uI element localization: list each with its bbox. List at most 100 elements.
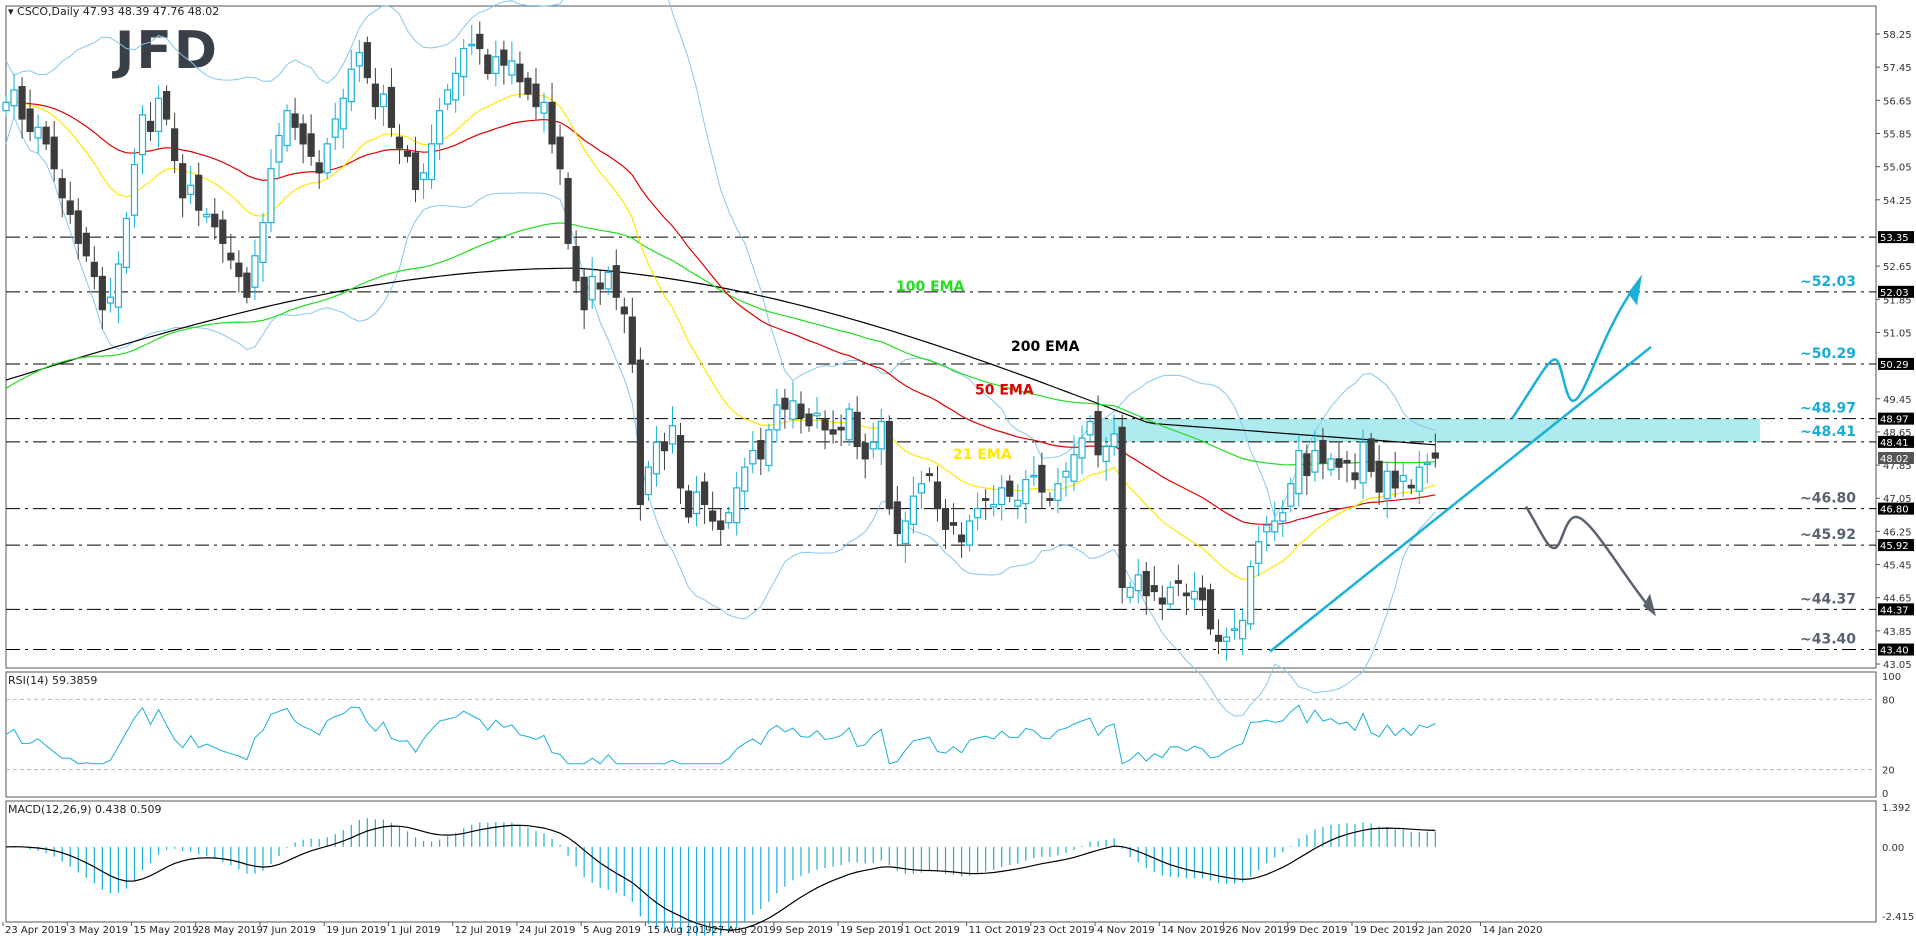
candle: [1086, 420, 1094, 436]
candle: [315, 162, 323, 174]
candle: [195, 174, 203, 211]
candle: [1142, 571, 1150, 597]
candle: [877, 420, 885, 450]
candle: [363, 42, 371, 79]
candle: [580, 276, 588, 311]
candle: [1094, 411, 1102, 456]
macd-histogram: [13, 818, 1436, 936]
candle: [203, 213, 211, 218]
candle: [749, 449, 757, 465]
candle: [532, 83, 540, 108]
candle: [636, 359, 644, 506]
candle: [468, 43, 476, 47]
macd-label: MACD(12,26,9) 0.438 0.509: [8, 803, 162, 816]
price-tick: 58.25: [1883, 30, 1912, 41]
candle: [219, 219, 227, 244]
main-panel: [5, 5, 1877, 669]
candle: [1295, 449, 1303, 495]
candle: [548, 101, 556, 145]
candle: [933, 481, 942, 510]
date-tick: 27 Aug 2019: [712, 925, 776, 936]
candle: [138, 114, 147, 156]
candle: [572, 246, 580, 282]
date-tick: 24 Jul 2019: [519, 925, 576, 936]
rsi-panel: [5, 671, 1877, 798]
candle: [1247, 566, 1255, 625]
jfd-logo: JFD: [112, 21, 217, 81]
candle: [492, 56, 500, 74]
date-tick: 19 Jun 2019: [326, 925, 386, 936]
date-tick: 14 Jan 2020: [1483, 925, 1543, 936]
candle: [1359, 441, 1367, 484]
date-tick: 1 Jul 2019: [390, 925, 440, 936]
candle: [837, 426, 845, 431]
candle: [50, 136, 58, 170]
candle: [179, 163, 187, 199]
candle: [1206, 589, 1215, 630]
candle: [1263, 524, 1271, 533]
price-tick: 54.25: [1883, 196, 1912, 207]
candle: [1102, 445, 1110, 462]
candle: [869, 441, 877, 450]
candle: [1038, 464, 1046, 493]
candle: [757, 440, 765, 460]
candle: [829, 429, 837, 435]
candle: [821, 419, 829, 431]
candle: [379, 93, 388, 108]
price-tick: 51.85: [1883, 295, 1912, 306]
candle: [1423, 462, 1431, 466]
level-tag: 46.80: [1880, 505, 1909, 516]
level-label: ~50.29: [1800, 346, 1856, 362]
candle: [371, 83, 379, 108]
candle: [990, 503, 998, 508]
candle: [717, 520, 725, 530]
candle: [1158, 597, 1166, 605]
candle: [339, 97, 347, 130]
candle: [444, 89, 452, 105]
candle: [187, 184, 195, 196]
date-tick: 2 Jan 2020: [1418, 925, 1472, 936]
date-tick: 12 Jul 2019: [455, 925, 512, 936]
candles: [2, 21, 1439, 661]
ema-50-line: [5, 101, 1436, 525]
level-label: ~48.97: [1800, 401, 1856, 417]
macd-panel: [5, 800, 1877, 923]
candle: [564, 178, 572, 244]
candle: [901, 520, 909, 545]
candle: [387, 86, 396, 128]
candle: [1118, 426, 1126, 588]
candle: [1407, 484, 1415, 489]
ema-100-line: [5, 222, 1436, 466]
candle: [982, 498, 990, 501]
candle: [251, 255, 259, 288]
candle: [1054, 483, 1062, 501]
candle: [267, 168, 275, 224]
candle: [1222, 636, 1231, 642]
price-tick: 56.65: [1883, 96, 1912, 107]
candle: [436, 110, 444, 145]
candle: [154, 97, 163, 133]
price-tick: 44.65: [1883, 594, 1912, 605]
candle: [1327, 458, 1335, 471]
price-tick: 49.45: [1883, 395, 1912, 406]
candle: [1030, 474, 1038, 478]
date-tick: 4 Nov 2019: [1097, 925, 1155, 936]
price-tick: 46.25: [1883, 527, 1912, 538]
candle: [781, 397, 789, 410]
bollinger-upper: [5, 0, 1436, 519]
chart-header: ▾ CSCO,Daily 47.93 48.39 47.76 48.02: [8, 5, 219, 18]
candle: [741, 466, 749, 492]
candle: [2, 101, 10, 112]
candle: [917, 483, 926, 494]
candle: [66, 200, 74, 215]
candle: [1367, 438, 1375, 472]
candle: [243, 272, 251, 298]
candle: [1198, 587, 1207, 601]
candle: [227, 252, 235, 261]
ema-label: 50 EMA: [975, 383, 1034, 399]
candle: [773, 404, 781, 431]
candle: [998, 487, 1006, 506]
candle: [476, 33, 484, 50]
candle: [307, 133, 315, 157]
